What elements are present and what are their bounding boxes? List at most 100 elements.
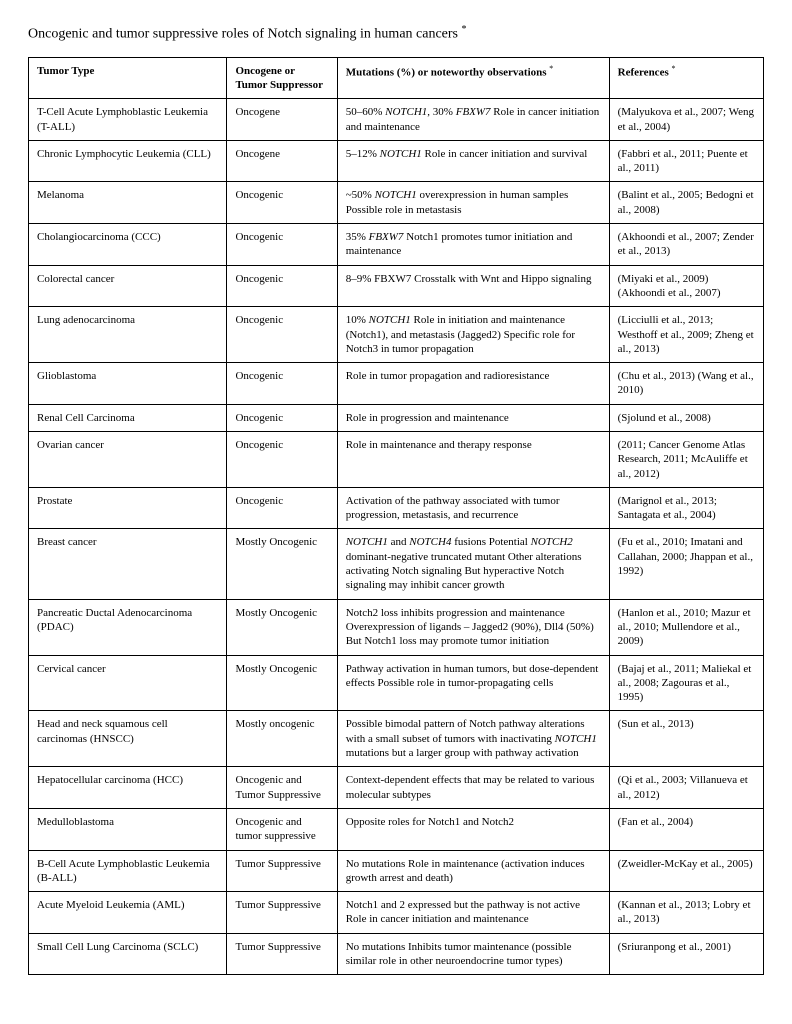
table-body: T-Cell Acute Lymphoblastic Leukemia (T-A… xyxy=(29,99,764,975)
cell-tumor-type: Acute Myeloid Leukemia (AML) xyxy=(29,892,227,934)
cell-references: (Licciulli et al., 2013; Westhoff et al.… xyxy=(609,307,763,363)
cell-role: Oncogenic xyxy=(227,182,337,224)
cell-role: Mostly Oncogenic xyxy=(227,529,337,599)
cell-tumor-type: Glioblastoma xyxy=(29,363,227,405)
cell-role: Mostly Oncogenic xyxy=(227,599,337,655)
cell-mutations: 10% NOTCH1 Role in initiation and mainte… xyxy=(337,307,609,363)
cell-references: (Fabbri et al., 2011; Puente et al., 201… xyxy=(609,140,763,182)
cell-references: (Chu et al., 2013) (Wang et al., 2010) xyxy=(609,363,763,405)
cell-tumor-type: Lung adenocarcinoma xyxy=(29,307,227,363)
cell-tumor-type: Hepatocellular carcinoma (HCC) xyxy=(29,767,227,809)
col-mutations: Mutations (%) or noteworthy observations… xyxy=(337,57,609,99)
cell-references: (Marignol et al., 2013; Santagata et al.… xyxy=(609,487,763,529)
cell-mutations: No mutations Inhibits tumor maintenance … xyxy=(337,933,609,975)
cell-mutations: ~50% NOTCH1 overexpression in human samp… xyxy=(337,182,609,224)
cell-references: (2011; Cancer Genome Atlas Research, 201… xyxy=(609,432,763,488)
cell-tumor-type: T-Cell Acute Lymphoblastic Leukemia (T-A… xyxy=(29,99,227,141)
cell-mutations: Notch2 loss inhibits progression and mai… xyxy=(337,599,609,655)
cell-mutations: No mutations Role in maintenance (activa… xyxy=(337,850,609,892)
cell-role: Tumor Suppressive xyxy=(227,892,337,934)
cell-role: Mostly Oncogenic xyxy=(227,655,337,711)
cell-references: (Fu et al., 2010; Imatani and Callahan, … xyxy=(609,529,763,599)
cell-mutations: 5–12% NOTCH1 Role in cancer initiation a… xyxy=(337,140,609,182)
table-row: Chronic Lymphocytic Leukemia (CLL)Oncoge… xyxy=(29,140,764,182)
cell-mutations: Activation of the pathway associated wit… xyxy=(337,487,609,529)
table-row: MedulloblastomaOncogenic and tumor suppr… xyxy=(29,808,764,850)
table-row: Breast cancerMostly OncogenicNOTCH1 and … xyxy=(29,529,764,599)
cell-tumor-type: Colorectal cancer xyxy=(29,265,227,307)
cell-tumor-type: Chronic Lymphocytic Leukemia (CLL) xyxy=(29,140,227,182)
cell-references: (Zweidler-McKay et al., 2005) xyxy=(609,850,763,892)
cell-role: Oncogenic xyxy=(227,487,337,529)
notch-table: Tumor Type Oncogene or Tumor Suppressor … xyxy=(28,57,764,976)
cell-mutations: Opposite roles for Notch1 and Notch2 xyxy=(337,808,609,850)
cell-role: Oncogenic xyxy=(227,224,337,266)
cell-role: Oncogenic xyxy=(227,307,337,363)
table-row: T-Cell Acute Lymphoblastic Leukemia (T-A… xyxy=(29,99,764,141)
cell-references: (Malyukova et al., 2007; Weng et al., 20… xyxy=(609,99,763,141)
cell-mutations: 35% FBXW7 Notch1 promotes tumor initiati… xyxy=(337,224,609,266)
cell-role: Tumor Suppressive xyxy=(227,850,337,892)
table-row: B-Cell Acute Lymphoblastic Leukemia (B-A… xyxy=(29,850,764,892)
cell-role: Oncogene xyxy=(227,140,337,182)
header-row: Tumor Type Oncogene or Tumor Suppressor … xyxy=(29,57,764,99)
cell-references: (Sriuranpong et al., 2001) xyxy=(609,933,763,975)
cell-mutations: Role in progression and maintenance xyxy=(337,404,609,431)
col-references: References * xyxy=(609,57,763,99)
table-row: Colorectal cancerOncogenic8–9% FBXW7 Cro… xyxy=(29,265,764,307)
cell-references: (Akhoondi et al., 2007; Zender et al., 2… xyxy=(609,224,763,266)
cell-tumor-type: Cholangiocarcinoma (CCC) xyxy=(29,224,227,266)
table-row: Ovarian cancerOncogenicRole in maintenan… xyxy=(29,432,764,488)
cell-role: Oncogene xyxy=(227,99,337,141)
cell-references: (Qi et al., 2003; Villanueva et al., 201… xyxy=(609,767,763,809)
col-tumor-type: Tumor Type xyxy=(29,57,227,99)
cell-tumor-type: Ovarian cancer xyxy=(29,432,227,488)
cell-references: (Balint et al., 2005; Bedogni et al., 20… xyxy=(609,182,763,224)
title-text: Oncogenic and tumor suppressive roles of… xyxy=(28,27,458,42)
table-row: Head and neck squamous cell carcinomas (… xyxy=(29,711,764,767)
cell-tumor-type: Cervical cancer xyxy=(29,655,227,711)
table-row: Cervical cancerMostly OncogenicPathway a… xyxy=(29,655,764,711)
cell-mutations: NOTCH1 and NOTCH4 fusions Potential NOTC… xyxy=(337,529,609,599)
table-row: MelanomaOncogenic~50% NOTCH1 overexpress… xyxy=(29,182,764,224)
cell-references: (Sun et al., 2013) xyxy=(609,711,763,767)
cell-role: Oncogenic xyxy=(227,404,337,431)
cell-tumor-type: Medulloblastoma xyxy=(29,808,227,850)
table-row: Acute Myeloid Leukemia (AML)Tumor Suppre… xyxy=(29,892,764,934)
cell-role: Oncogenic xyxy=(227,265,337,307)
cell-role: Oncogenic and Tumor Suppressive xyxy=(227,767,337,809)
cell-role: Tumor Suppressive xyxy=(227,933,337,975)
table-row: Pancreatic Ductal Adenocarcinoma (PDAC)M… xyxy=(29,599,764,655)
cell-tumor-type: Pancreatic Ductal Adenocarcinoma (PDAC) xyxy=(29,599,227,655)
cell-mutations: Possible bimodal pattern of Notch pathwa… xyxy=(337,711,609,767)
table-title: Oncogenic and tumor suppressive roles of… xyxy=(28,24,764,43)
cell-tumor-type: Head and neck squamous cell carcinomas (… xyxy=(29,711,227,767)
cell-role: Oncogenic and tumor suppressive xyxy=(227,808,337,850)
cell-tumor-type: Melanoma xyxy=(29,182,227,224)
cell-tumor-type: Renal Cell Carcinoma xyxy=(29,404,227,431)
cell-references: (Sjolund et al., 2008) xyxy=(609,404,763,431)
cell-mutations: Role in tumor propagation and radioresis… xyxy=(337,363,609,405)
cell-references: (Kannan et al., 2013; Lobry et al., 2013… xyxy=(609,892,763,934)
cell-references: (Miyaki et al., 2009) (Akhoondi et al., … xyxy=(609,265,763,307)
cell-mutations: 50–60% NOTCH1, 30% FBXW7 Role in cancer … xyxy=(337,99,609,141)
table-row: ProstateOncogenicActivation of the pathw… xyxy=(29,487,764,529)
cell-references: (Bajaj et al., 2011; Maliekal et al., 20… xyxy=(609,655,763,711)
cell-mutations: Pathway activation in human tumors, but … xyxy=(337,655,609,711)
cell-mutations: Notch1 and 2 expressed but the pathway i… xyxy=(337,892,609,934)
cell-mutations: Role in maintenance and therapy response xyxy=(337,432,609,488)
col-oncogene-suppressor: Oncogene or Tumor Suppressor xyxy=(227,57,337,99)
table-row: Cholangiocarcinoma (CCC)Oncogenic35% FBX… xyxy=(29,224,764,266)
table-row: Hepatocellular carcinoma (HCC)Oncogenic … xyxy=(29,767,764,809)
cell-tumor-type: B-Cell Acute Lymphoblastic Leukemia (B-A… xyxy=(29,850,227,892)
table-row: Lung adenocarcinomaOncogenic10% NOTCH1 R… xyxy=(29,307,764,363)
table-row: Renal Cell CarcinomaOncogenicRole in pro… xyxy=(29,404,764,431)
cell-role: Mostly oncogenic xyxy=(227,711,337,767)
cell-role: Oncogenic xyxy=(227,363,337,405)
table-row: Small Cell Lung Carcinoma (SCLC)Tumor Su… xyxy=(29,933,764,975)
cell-references: (Fan et al., 2004) xyxy=(609,808,763,850)
table-row: GlioblastomaOncogenicRole in tumor propa… xyxy=(29,363,764,405)
title-asterisk: * xyxy=(462,24,467,35)
cell-role: Oncogenic xyxy=(227,432,337,488)
cell-references: (Hanlon et al., 2010; Mazur et al., 2010… xyxy=(609,599,763,655)
